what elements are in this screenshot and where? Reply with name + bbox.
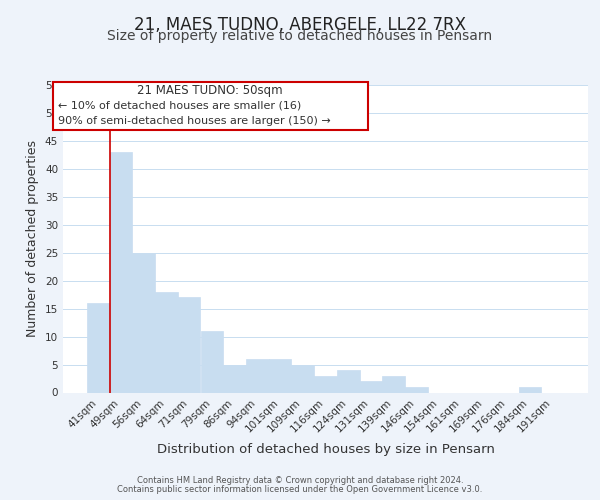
Bar [337, 370, 359, 392]
Text: 21 MAES TUDNO: 50sqm: 21 MAES TUDNO: 50sqm [137, 84, 283, 97]
Bar [133, 252, 155, 392]
Bar [405, 387, 428, 392]
Y-axis label: Number of detached properties: Number of detached properties [26, 140, 40, 337]
Bar [314, 376, 337, 392]
Bar [200, 331, 223, 392]
Bar [155, 292, 178, 392]
Bar [269, 359, 292, 392]
Bar [110, 152, 133, 392]
Text: Contains HM Land Registry data © Crown copyright and database right 2024.: Contains HM Land Registry data © Crown c… [137, 476, 463, 485]
Bar [178, 298, 200, 392]
Text: ← 10% of detached houses are smaller (16): ← 10% of detached houses are smaller (16… [58, 101, 301, 111]
Text: Size of property relative to detached houses in Pensarn: Size of property relative to detached ho… [107, 29, 493, 43]
X-axis label: Distribution of detached houses by size in Pensarn: Distribution of detached houses by size … [157, 442, 494, 456]
Text: Contains public sector information licensed under the Open Government Licence v3: Contains public sector information licen… [118, 485, 482, 494]
Text: 90% of semi-detached houses are larger (150) →: 90% of semi-detached houses are larger (… [58, 116, 331, 126]
Bar [292, 364, 314, 392]
Bar [382, 376, 405, 392]
Bar [223, 364, 246, 392]
Bar [518, 387, 541, 392]
FancyBboxPatch shape [53, 82, 367, 130]
Bar [87, 303, 110, 392]
Bar [359, 382, 382, 392]
Text: 21, MAES TUDNO, ABERGELE, LL22 7RX: 21, MAES TUDNO, ABERGELE, LL22 7RX [134, 16, 466, 34]
Bar [246, 359, 269, 392]
